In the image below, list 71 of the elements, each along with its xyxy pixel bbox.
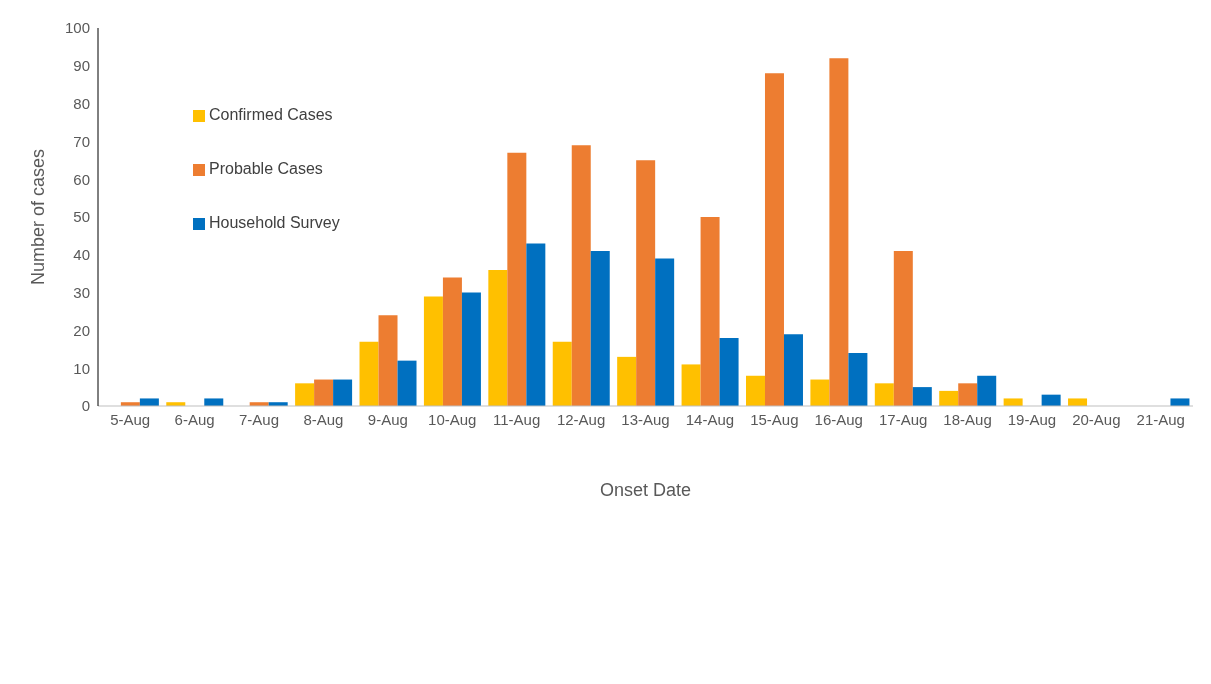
bar <box>783 334 803 406</box>
x-tick-label: 8-Aug <box>303 410 344 428</box>
bar <box>1068 398 1088 406</box>
x-tick-label: 9-Aug <box>367 410 408 428</box>
x-tick-label: 11-Aug <box>493 410 541 428</box>
y-tick-label: 80 <box>73 94 90 112</box>
x-tick-label: 14-Aug <box>685 410 735 428</box>
x-tick-label: 20-Aug <box>1072 410 1121 428</box>
x-tick-label: 10-Aug <box>428 410 477 428</box>
bar <box>378 315 398 406</box>
x-tick-label: 5-Aug <box>110 410 151 428</box>
bar <box>204 398 224 406</box>
bar <box>617 356 637 406</box>
bar <box>359 341 379 406</box>
bar <box>139 398 159 406</box>
y-tick-label: 70 <box>73 132 90 150</box>
x-tick-label: 16-Aug <box>814 410 863 428</box>
x-tick-label: 12-Aug <box>556 410 606 428</box>
bar <box>314 379 334 406</box>
x-tick-label: 7-Aug <box>239 410 280 428</box>
bar <box>977 375 997 406</box>
bar <box>893 251 913 406</box>
x-tick-label: 15-Aug <box>750 410 799 428</box>
bar <box>681 364 701 406</box>
legend-label: Probable Cases <box>209 160 323 177</box>
bar <box>333 379 353 406</box>
x-tick-label: 6-Aug <box>174 410 215 428</box>
y-tick-label: 90 <box>73 57 90 75</box>
bar <box>719 337 739 406</box>
bar <box>488 269 508 406</box>
x-axis-title: Onset Date <box>599 480 692 500</box>
y-tick-label: 10 <box>73 359 90 377</box>
y-tick-label: 20 <box>73 321 90 339</box>
bar <box>423 296 443 406</box>
bar <box>939 390 959 406</box>
bar <box>461 292 481 406</box>
bar <box>590 251 610 406</box>
bar <box>810 379 830 406</box>
bar <box>571 145 591 406</box>
y-axis-title: Number of cases <box>28 148 49 286</box>
x-tick-label: 13-Aug <box>621 410 670 428</box>
legend-label: Household Survey <box>209 214 340 231</box>
legend-label: Confirmed Cases <box>209 106 333 123</box>
y-tick-label: 40 <box>73 246 90 264</box>
x-tick-label: 21-Aug <box>1136 410 1185 428</box>
bar <box>912 387 932 406</box>
bar <box>655 258 675 406</box>
bar <box>1003 398 1023 406</box>
x-tick-label: 18-Aug <box>943 410 992 428</box>
bar <box>700 217 720 406</box>
bar <box>442 277 462 406</box>
bar <box>958 383 978 406</box>
y-tick-label: 30 <box>73 283 90 301</box>
bar <box>295 383 315 406</box>
y-tick-label: 60 <box>73 170 90 188</box>
bar <box>397 360 417 406</box>
y-tick-label: 100 <box>64 19 90 37</box>
bar <box>552 341 572 406</box>
x-tick-label: 19-Aug <box>1007 410 1057 428</box>
bar <box>636 160 656 406</box>
bar <box>874 383 894 406</box>
bar <box>507 152 527 406</box>
bar <box>1170 398 1190 406</box>
y-tick-label: 0 <box>81 397 90 415</box>
bar <box>829 58 849 406</box>
bar <box>526 243 546 406</box>
x-tick-label: 17-Aug <box>878 410 928 428</box>
bar <box>745 375 765 406</box>
bar <box>848 353 868 406</box>
y-tick-label: 50 <box>73 208 90 226</box>
bar <box>764 73 784 406</box>
